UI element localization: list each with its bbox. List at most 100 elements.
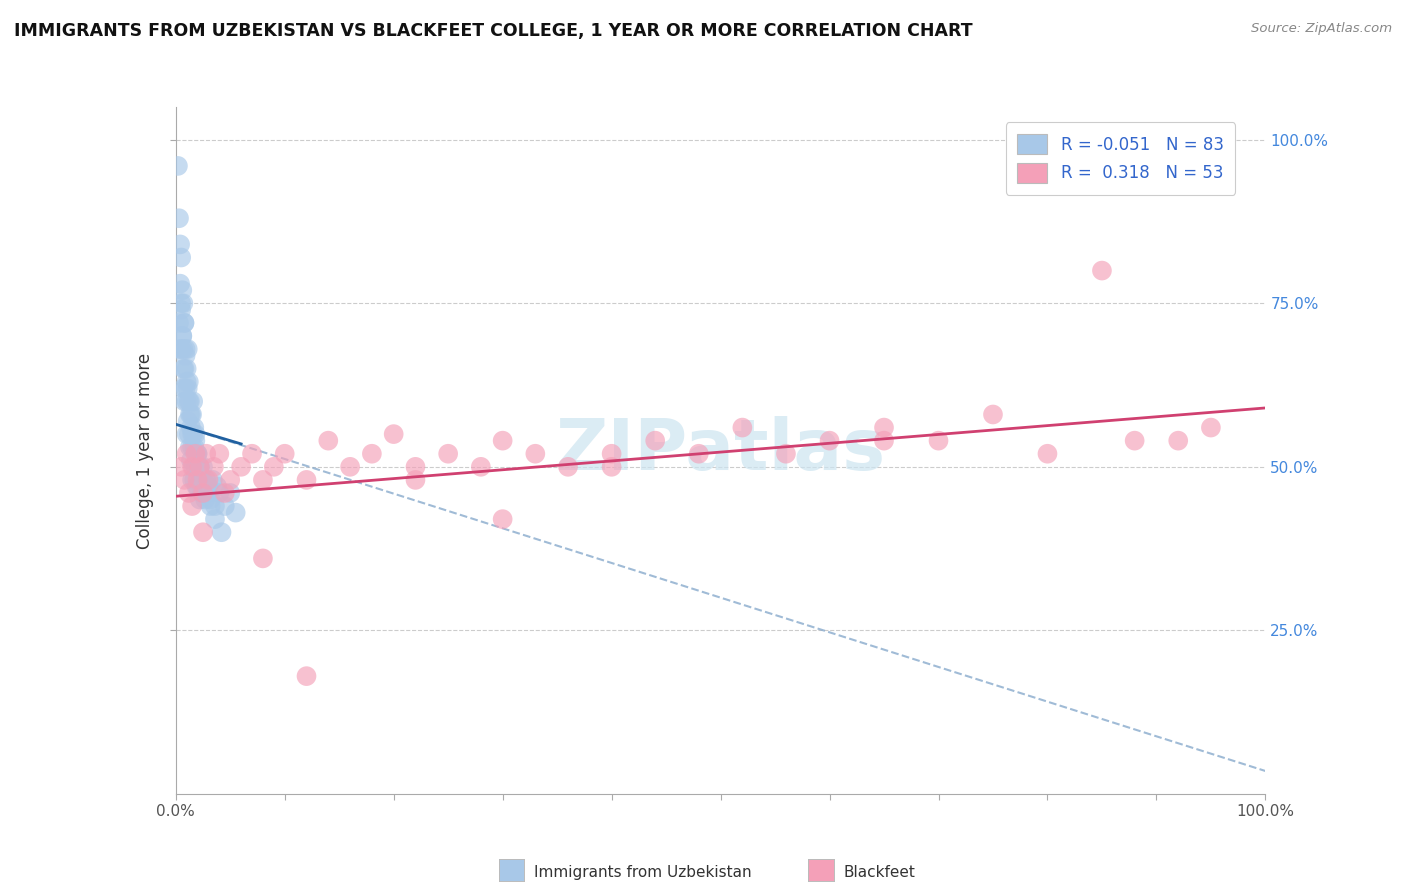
Point	[318, 434, 340, 448]
Point	[191, 525, 214, 540]
Point	[231, 459, 253, 474]
Text: Blackfeet: Blackfeet	[844, 865, 915, 880]
Point	[186, 479, 209, 493]
Point	[188, 459, 211, 474]
Point	[208, 486, 231, 500]
Point	[167, 159, 190, 173]
Point	[492, 512, 515, 526]
Point	[177, 486, 200, 500]
Point	[181, 440, 204, 454]
Point	[167, 316, 190, 330]
Point	[644, 434, 666, 448]
Point	[172, 381, 194, 395]
Point	[252, 473, 274, 487]
Point	[179, 440, 201, 454]
Point	[775, 447, 797, 461]
Point	[195, 473, 218, 487]
Point	[181, 459, 204, 474]
Point	[195, 486, 218, 500]
Point	[170, 251, 193, 265]
Point	[981, 408, 1004, 422]
Point	[172, 342, 194, 356]
Point	[873, 434, 896, 448]
Point	[181, 499, 204, 513]
Y-axis label: College, 1 year or more: College, 1 year or more	[136, 352, 155, 549]
Point	[214, 486, 236, 500]
Point	[174, 381, 197, 395]
Point	[169, 342, 191, 356]
Point	[169, 277, 191, 291]
Point	[181, 459, 204, 474]
Point	[180, 420, 202, 434]
Point	[188, 459, 211, 474]
Point	[188, 459, 211, 474]
Point	[186, 447, 208, 461]
Point	[204, 512, 226, 526]
Point	[193, 479, 215, 493]
Point	[181, 427, 204, 442]
Point	[200, 492, 222, 507]
Point	[177, 427, 200, 442]
Point	[1167, 434, 1189, 448]
Point	[219, 486, 242, 500]
Point	[173, 316, 195, 330]
Point	[186, 447, 209, 461]
Point	[205, 479, 228, 493]
Point	[172, 296, 194, 310]
Point	[204, 499, 226, 513]
Point	[240, 447, 263, 461]
Point	[179, 394, 201, 409]
Point	[183, 420, 205, 434]
Point	[170, 302, 193, 317]
Point	[191, 473, 214, 487]
Point	[818, 434, 841, 448]
Point	[194, 492, 217, 507]
Point	[184, 447, 207, 461]
Point	[382, 427, 405, 442]
Point	[184, 459, 207, 474]
Point	[208, 447, 231, 461]
Point	[928, 434, 950, 448]
Point	[225, 506, 247, 520]
Point	[177, 342, 200, 356]
Point	[600, 447, 623, 461]
Point	[197, 479, 219, 493]
Point	[170, 459, 193, 474]
Point	[191, 486, 214, 500]
Point	[197, 473, 219, 487]
Point	[167, 211, 190, 226]
Point	[492, 434, 515, 448]
Point	[181, 427, 204, 442]
Text: IMMIGRANTS FROM UZBEKISTAN VS BLACKFEET COLLEGE, 1 YEAR OR MORE CORRELATION CHAR: IMMIGRANTS FROM UZBEKISTAN VS BLACKFEET …	[14, 22, 973, 40]
Point	[170, 296, 193, 310]
Point	[181, 394, 204, 409]
Point	[176, 361, 198, 376]
Point	[179, 408, 201, 422]
Point	[184, 427, 207, 442]
Point	[186, 473, 209, 487]
Point	[214, 499, 236, 513]
Point	[181, 473, 204, 487]
Point	[873, 420, 896, 434]
Point	[1036, 447, 1059, 461]
Point	[177, 414, 200, 428]
Point	[1199, 420, 1222, 434]
Point	[186, 447, 209, 461]
Point	[176, 447, 198, 461]
Text: ZIPatlas: ZIPatlas	[555, 416, 886, 485]
Point	[186, 479, 208, 493]
Point	[184, 434, 207, 448]
Point	[191, 459, 214, 474]
Point	[174, 349, 197, 363]
Point	[1123, 434, 1146, 448]
Point	[176, 394, 198, 409]
Point	[295, 669, 318, 683]
Point	[437, 447, 460, 461]
Point	[360, 447, 382, 461]
Point	[177, 394, 200, 409]
Point	[731, 420, 754, 434]
Point	[174, 342, 197, 356]
Point	[557, 459, 579, 474]
Point	[524, 447, 547, 461]
Point	[195, 447, 218, 461]
